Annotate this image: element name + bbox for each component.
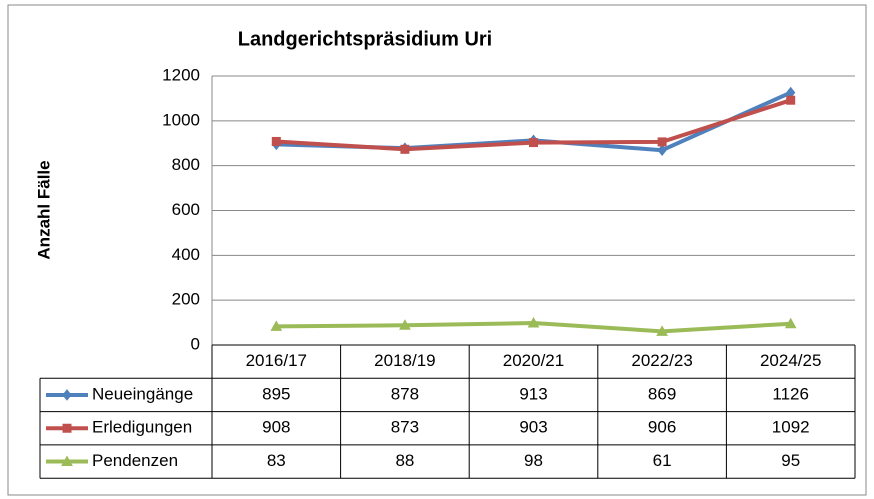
marker [62,423,72,433]
table-cell: 95 [781,451,800,470]
x-tick-label: 2018/19 [374,351,435,370]
y-axis-title: Anzahl Fälle [34,160,53,259]
y-tick-label: 200 [172,290,200,309]
marker [527,317,540,328]
table-cell: 88 [395,451,414,470]
x-tick-label: 2022/23 [631,351,692,370]
table-cell: 903 [519,418,547,437]
table-cell: 1092 [772,418,810,437]
chart-title: Landgerichtspräsidium Uri [238,28,493,50]
table-cell: 1126 [772,384,809,403]
x-tick-label: 2024/25 [760,351,821,370]
table-cell: 98 [524,451,543,470]
table-cell: 83 [267,451,286,470]
marker [270,320,283,331]
legend-label: Pendenzen [92,451,178,470]
marker [61,455,73,467]
marker [62,389,72,401]
y-tick-label: 800 [172,155,200,174]
table-cell: 908 [262,418,290,437]
table-cell: 906 [648,418,676,437]
table-cell: 61 [653,451,672,470]
marker [784,317,797,329]
table-cell: 895 [262,384,290,403]
marker [529,138,538,148]
marker [786,95,796,105]
marker [400,144,410,154]
legend-label: Neueingänge [92,384,193,403]
marker [657,144,667,156]
y-tick-label: 600 [172,200,200,219]
legend-label: Erledigungen [92,418,192,437]
marker [656,325,668,336]
marker [657,137,667,147]
table-cell: 878 [391,384,419,403]
y-tick-label: 1200 [162,65,200,84]
y-tick-label: 0 [191,334,200,353]
table-cell: 913 [519,384,547,403]
chart-border [7,4,867,496]
table-cell: 869 [648,384,676,403]
y-tick-label: 400 [172,245,200,264]
marker [271,136,281,146]
marker [399,319,411,330]
table-cell: 873 [391,418,419,437]
x-tick-label: 2016/17 [246,351,307,370]
x-tick-label: 2020/21 [503,351,564,370]
y-tick-label: 1000 [162,110,200,129]
